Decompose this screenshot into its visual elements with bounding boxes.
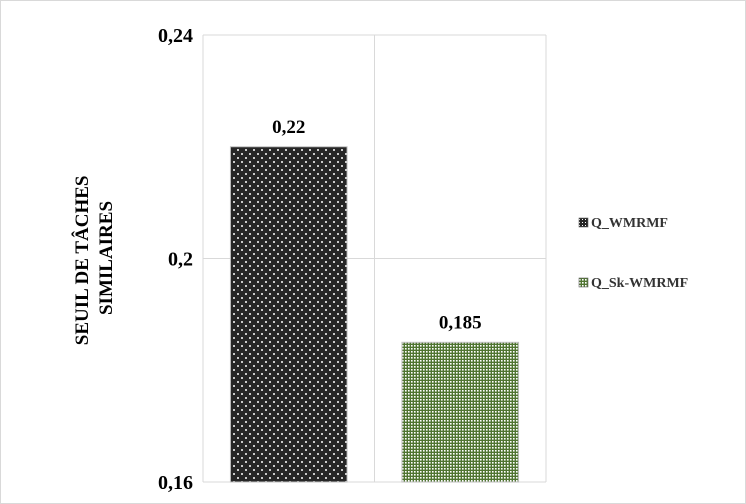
bars [229,146,520,483]
data-label: 0,22 [272,117,305,138]
data-label: 0,185 [439,312,482,333]
y-axis-label-line-1: SEUIL DE TÂCHES [71,176,93,346]
y-tick-labels: 0,16 0,2 0,24 [158,25,193,494]
legend-label: Q_Sk-WMRMF [591,276,688,291]
legend-swatch [578,277,589,288]
data-labels: 0,22 0,185 [272,117,482,334]
bar-q-wmrmf [229,146,348,483]
legend: Q_WMRMF Q_Sk-WMRMF [578,216,688,291]
y-axis-label-line-2: SIMILAIRES [96,201,117,315]
y-tick-label: 0,2 [168,249,193,271]
y-tick-label: 0,16 [158,472,193,494]
legend-swatch [578,217,589,228]
bar-q-sk-wmrmf [401,341,520,483]
y-tick-label: 0,24 [158,25,193,47]
y-axis-label: SEUIL DE TÂCHES SIMILAIRES [71,171,117,345]
legend-label: Q_WMRMF [591,216,668,231]
